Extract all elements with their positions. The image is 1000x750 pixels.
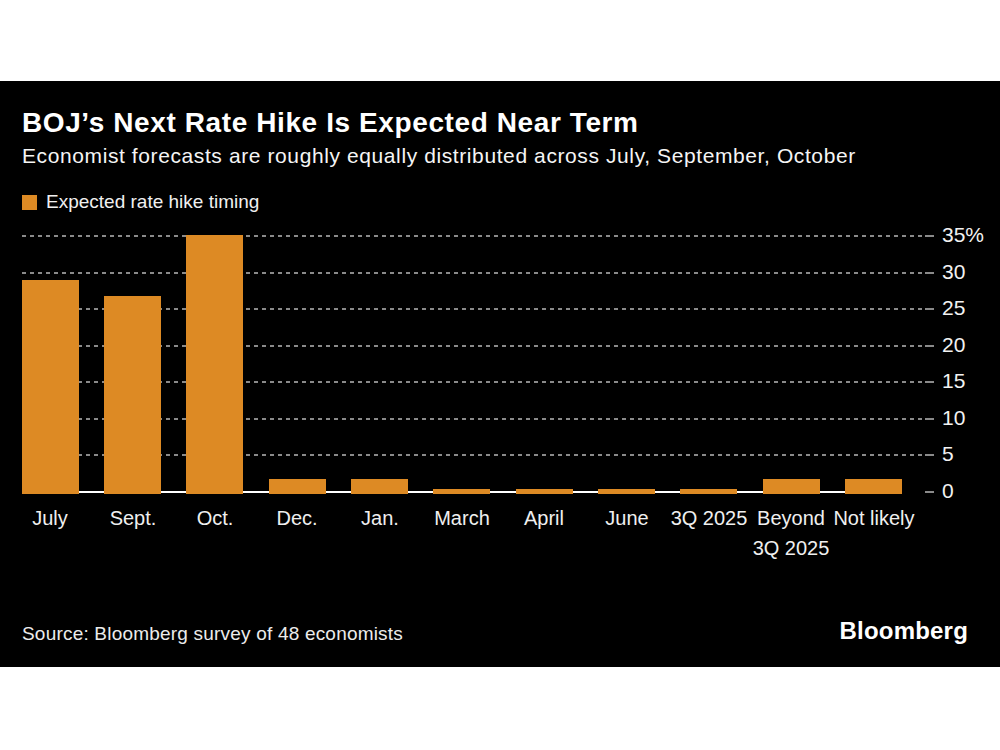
- bar-june: [598, 489, 655, 494]
- x-label-march: March: [420, 503, 504, 533]
- legend-swatch-icon: [22, 195, 37, 210]
- y-tick-label-35: 35%: [942, 223, 998, 247]
- bar-chart-plot-area: [22, 236, 922, 492]
- x-label-dec-: Dec.: [255, 503, 339, 533]
- source-note: Source: Bloomberg survey of 48 economist…: [22, 623, 403, 645]
- y-tick-mark-20: [925, 345, 934, 347]
- screenshot-page: BOJ’s Next Rate Hike Is Expected Near Te…: [0, 0, 1000, 750]
- bar-march: [433, 489, 490, 494]
- y-tick-label-30: 30: [942, 260, 998, 284]
- y-tick-mark-30: [925, 272, 934, 274]
- chart-title: BOJ’s Next Rate Hike Is Expected Near Te…: [22, 107, 639, 139]
- y-tick-label-25: 25: [942, 296, 998, 320]
- y-tick-label-15: 15: [942, 369, 998, 393]
- x-label-beyond-3q-2025: Beyond 3Q 2025: [749, 503, 833, 563]
- bar-dec-: [269, 479, 326, 494]
- x-label-3q-2025: 3Q 2025: [667, 503, 751, 533]
- y-tick-mark-15: [925, 381, 934, 383]
- legend: Expected rate hike timing: [22, 191, 259, 213]
- y-tick-label-20: 20: [942, 333, 998, 357]
- bar-sept-: [104, 296, 161, 494]
- x-label-april: April: [502, 503, 586, 533]
- gridline-30: [22, 272, 922, 274]
- y-tick-label-5: 5: [942, 442, 998, 466]
- y-tick-mark-10: [925, 418, 934, 420]
- bar-april: [516, 489, 573, 494]
- x-label-oct-: Oct.: [173, 503, 257, 533]
- bar-jan-: [351, 479, 408, 494]
- y-tick-label-10: 10: [942, 406, 998, 430]
- x-label-not-likely: Not likely: [832, 503, 916, 533]
- x-label-jan-: Jan.: [338, 503, 422, 533]
- legend-label: Expected rate hike timing: [46, 191, 259, 213]
- y-tick-mark-5: [925, 454, 934, 456]
- chart-subtitle: Economist forecasts are roughly equally …: [22, 144, 856, 168]
- y-tick-label-0: 0: [942, 479, 998, 503]
- x-label-june: June: [585, 503, 669, 533]
- x-label-july: July: [8, 503, 92, 533]
- bar-beyond-3q-2025: [763, 479, 820, 494]
- bloomberg-logo: Bloomberg: [840, 617, 968, 645]
- bar-july: [22, 280, 79, 494]
- x-label-sept-: Sept.: [91, 503, 175, 533]
- y-tick-mark-35: [925, 235, 934, 237]
- bar-oct-: [186, 235, 243, 494]
- y-tick-mark-0: [925, 491, 934, 493]
- bar-3q-2025: [680, 489, 737, 494]
- chart-panel: BOJ’s Next Rate Hike Is Expected Near Te…: [0, 81, 1000, 667]
- gridline-35: [22, 235, 922, 237]
- y-tick-mark-25: [925, 308, 934, 310]
- bar-not-likely: [845, 479, 902, 494]
